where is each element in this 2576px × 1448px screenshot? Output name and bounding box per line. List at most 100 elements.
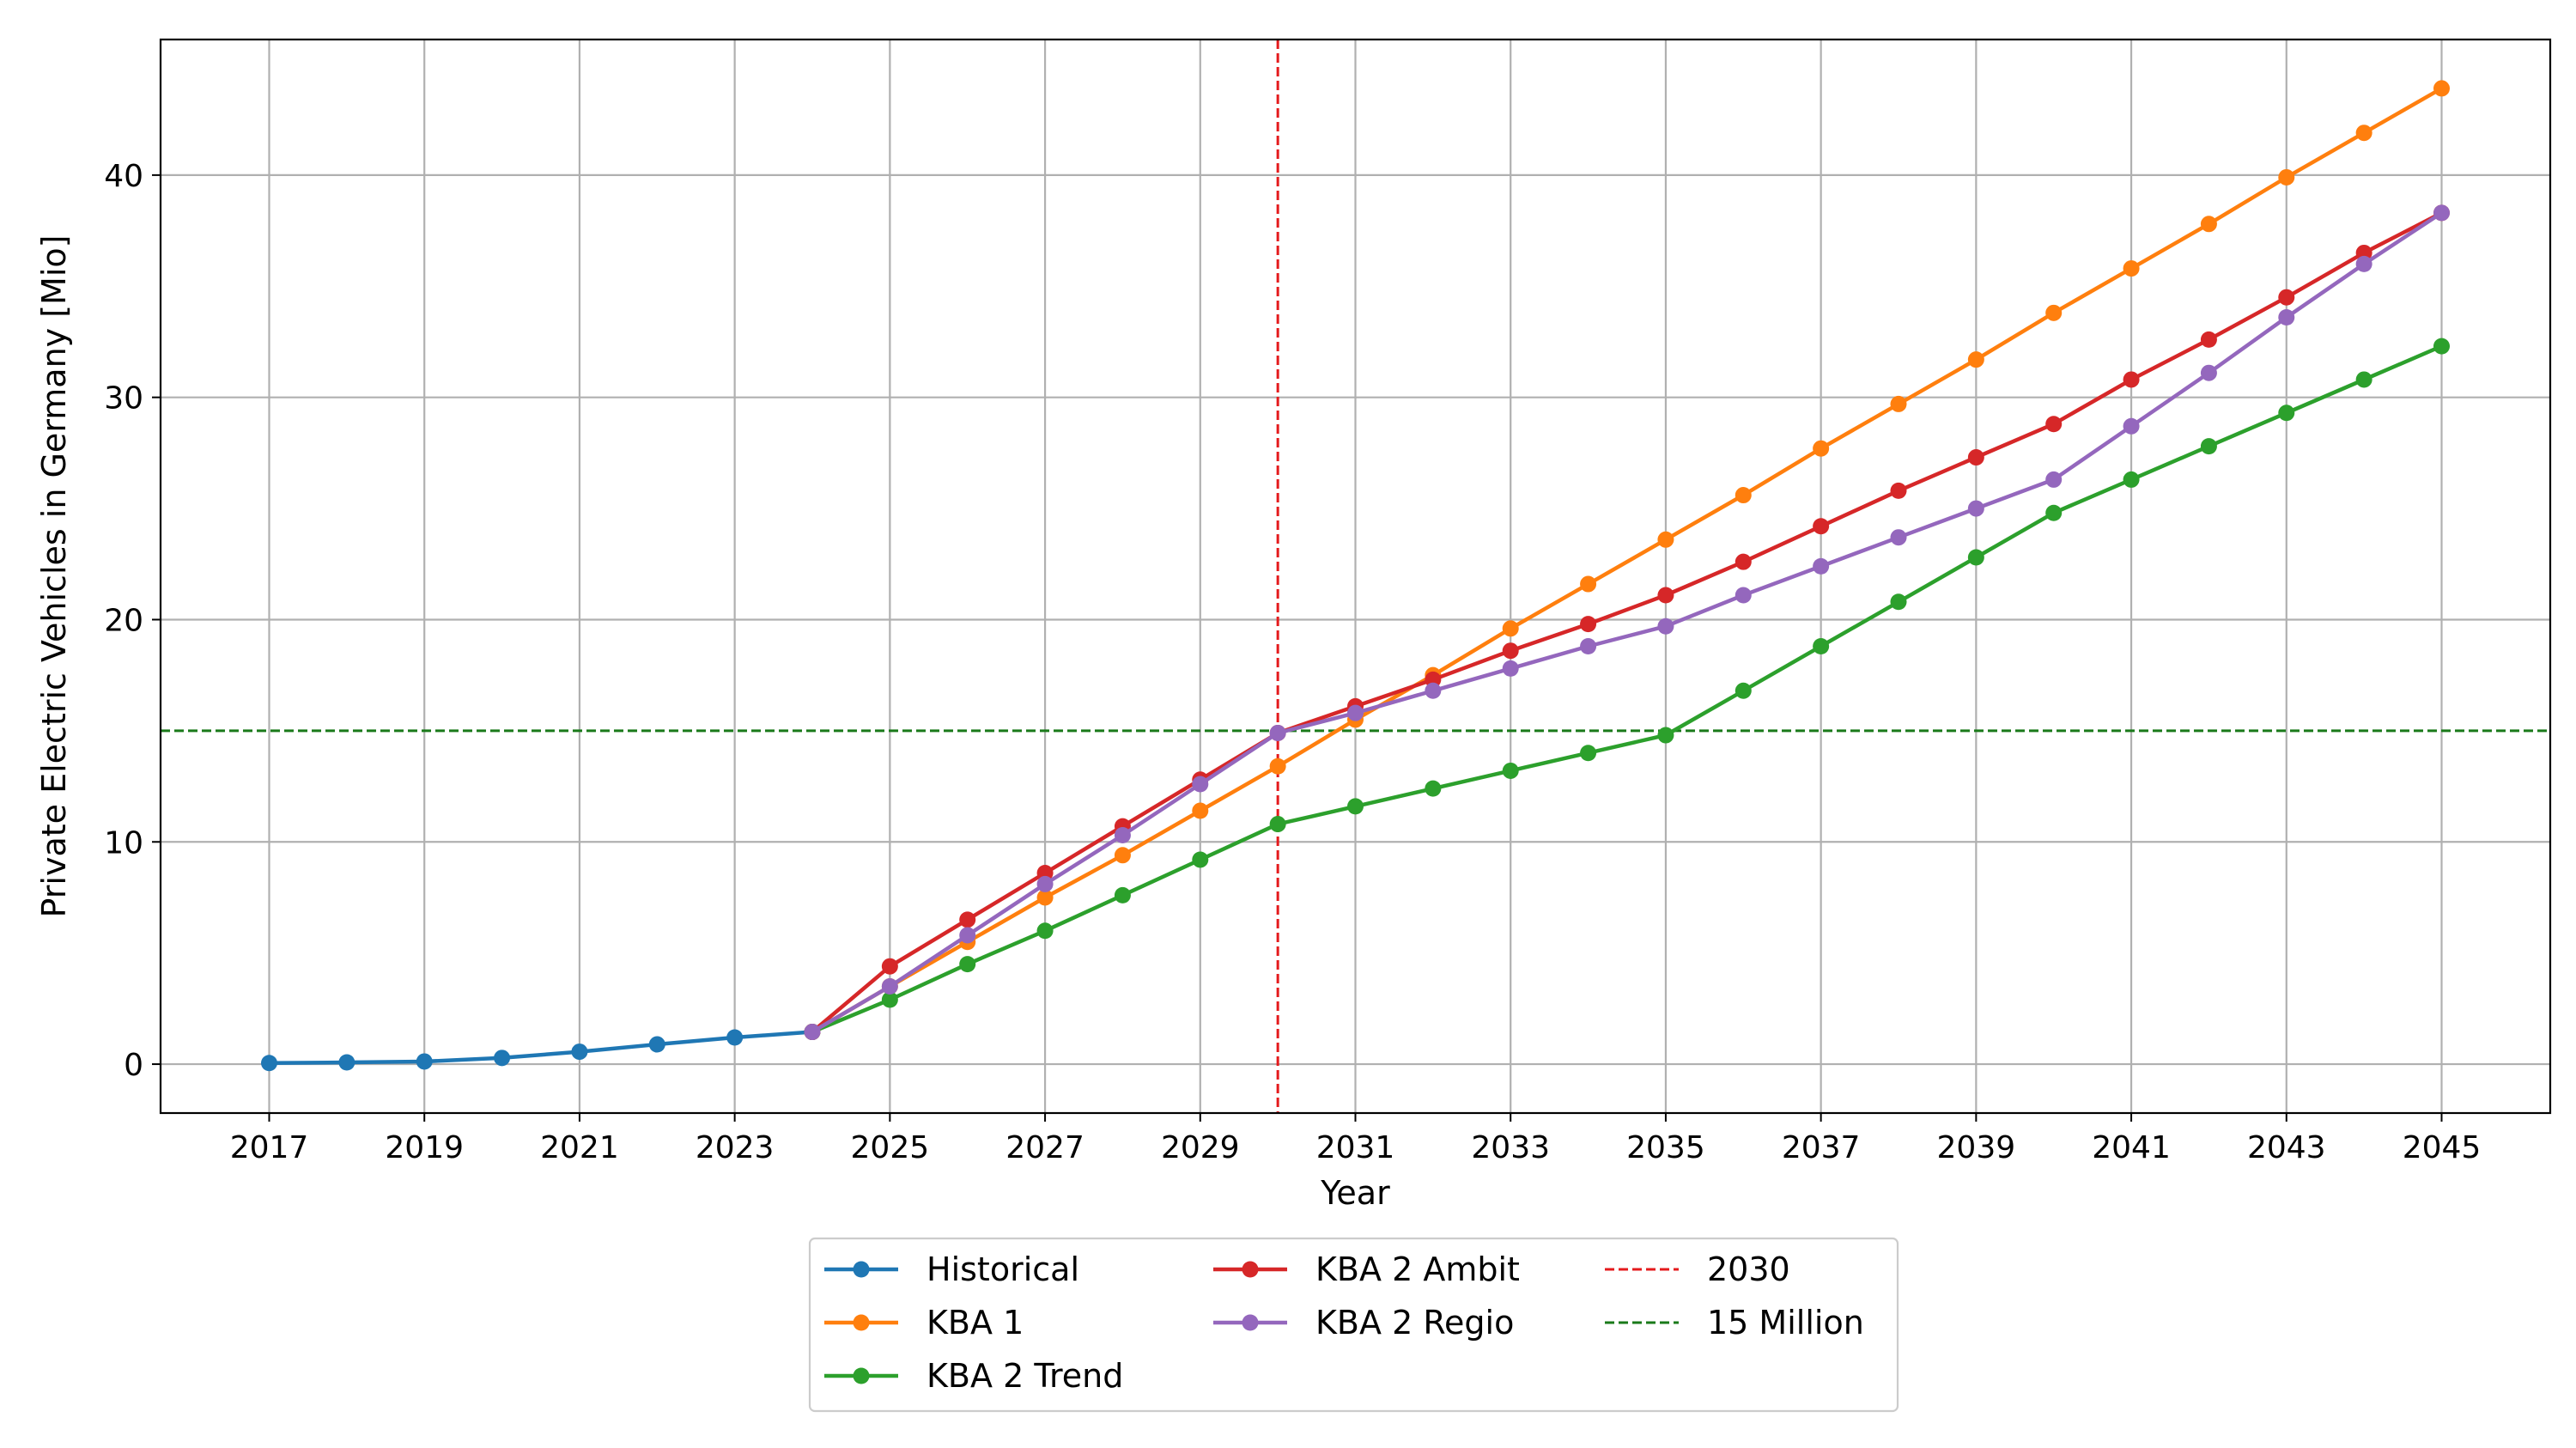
axis-ticks: 2017 2019 2021 2023 2025 2027 2029 2031 2033 2035…: [104, 159, 2481, 1165]
series-line: [269, 1030, 813, 1066]
data-point: [959, 956, 976, 973]
legend-label: 2030: [1707, 1250, 1790, 1288]
x-axis-title: Year: [1320, 1174, 1390, 1212]
data-point: [2278, 405, 2295, 422]
x-tick-label: 2019: [385, 1130, 464, 1165]
data-point: [1425, 780, 1442, 797]
data-point: [959, 927, 976, 944]
data-point: [881, 977, 898, 995]
data-point: [1967, 549, 1984, 566]
data-point: [726, 1029, 744, 1046]
data-point: [1890, 593, 1907, 611]
legend-item-15-million: 15 Million: [1605, 1304, 1864, 1342]
series-kba-1: [804, 80, 2450, 1041]
series-kba-2-regio: [804, 204, 2450, 1041]
x-tick-label: 2039: [1937, 1130, 2016, 1165]
data-point: [1735, 682, 1752, 699]
data-point: [2200, 364, 2217, 381]
legend-swatch-marker: [853, 1261, 870, 1278]
data-point: [1502, 642, 1519, 660]
x-tick-label: 2037: [1782, 1130, 1861, 1165]
x-tick-label: 2031: [1316, 1130, 1395, 1165]
data-point: [1036, 875, 1054, 892]
series-kba-2-ambit: [804, 204, 2450, 1041]
data-point: [1890, 395, 1907, 412]
data-point: [1813, 638, 1830, 655]
data-point: [1657, 587, 1674, 604]
y-tick-label: 10: [104, 825, 143, 861]
data-point: [1036, 889, 1054, 906]
legend-item-kba-2-ambit: KBA 2 Ambit: [1213, 1250, 1520, 1288]
data-point: [1192, 776, 1209, 793]
x-tick-label: 2025: [851, 1130, 930, 1165]
data-point: [1580, 638, 1597, 655]
data-point: [261, 1055, 277, 1072]
data-point: [2433, 80, 2450, 97]
data-series: [261, 80, 2450, 1072]
series-kba-2-trend: [804, 338, 2450, 1041]
data-point: [1580, 745, 1597, 762]
x-tick-label: 2043: [2247, 1130, 2326, 1165]
legend-label: KBA 1: [927, 1304, 1024, 1342]
data-point: [2278, 289, 2295, 306]
data-point: [338, 1054, 355, 1071]
legend-label: KBA 2 Regio: [1315, 1304, 1514, 1342]
data-point: [1657, 727, 1674, 744]
data-point: [1580, 575, 1597, 593]
series-line: [811, 210, 2443, 1034]
data-point: [1813, 518, 1830, 535]
x-tick-label: 2045: [2403, 1130, 2482, 1165]
legend: Historical KBA 1 KBA 2 Trend KBA 2 Ambit KBA…: [808, 1237, 1899, 1413]
data-point: [1735, 487, 1752, 504]
legend-swatch-marker: [853, 1314, 870, 1331]
data-point: [1813, 440, 1830, 457]
data-point: [1967, 449, 1984, 466]
data-point: [2355, 255, 2372, 272]
data-point: [881, 958, 898, 975]
data-point: [1580, 616, 1597, 633]
data-point: [1192, 802, 1209, 819]
data-point: [2123, 371, 2140, 388]
data-point: [2433, 204, 2450, 222]
data-point: [1657, 618, 1674, 635]
data-point: [2200, 216, 2217, 233]
x-tick-label: 2033: [1471, 1130, 1550, 1165]
data-point: [1735, 553, 1752, 570]
legend-label: 15 Million: [1707, 1304, 1864, 1342]
x-tick-label: 2017: [230, 1130, 309, 1165]
data-point: [2355, 371, 2372, 388]
series-line: [811, 86, 2443, 1034]
x-tick-label: 2023: [696, 1130, 775, 1165]
legend-item-kba-2-regio: KBA 2 Regio: [1213, 1304, 1514, 1342]
legend-swatch-marker: [1242, 1314, 1259, 1331]
reference-lines: [161, 40, 2550, 1113]
data-point: [2123, 471, 2140, 488]
data-point: [1890, 482, 1907, 499]
y-tick-label: 0: [124, 1048, 143, 1083]
data-point: [1347, 704, 1364, 721]
data-point: [1890, 529, 1907, 546]
data-point: [571, 1043, 588, 1061]
data-point: [1114, 886, 1131, 903]
series-line: [811, 211, 2443, 1034]
legend-item-2030: 2030: [1605, 1250, 1790, 1288]
data-point: [1735, 587, 1752, 604]
x-tick-label: 2035: [1626, 1130, 1705, 1165]
data-point: [881, 991, 898, 1008]
y-tick-label: 30: [104, 381, 143, 417]
grid: [161, 40, 2550, 1113]
data-point: [648, 1036, 665, 1053]
data-point: [1967, 351, 1984, 368]
data-point: [1813, 557, 1830, 575]
y-tick-label: 20: [104, 603, 143, 638]
series-line: [811, 344, 2443, 1034]
data-point: [804, 1024, 821, 1041]
x-tick-label: 2027: [1005, 1130, 1084, 1165]
legend-item-kba-2-trend: KBA 2 Trend: [824, 1357, 1123, 1395]
legend-box: [808, 1237, 1899, 1413]
data-point: [2045, 471, 2063, 488]
data-point: [1967, 500, 1984, 517]
data-point: [2200, 331, 2217, 348]
data-point: [1269, 816, 1286, 833]
